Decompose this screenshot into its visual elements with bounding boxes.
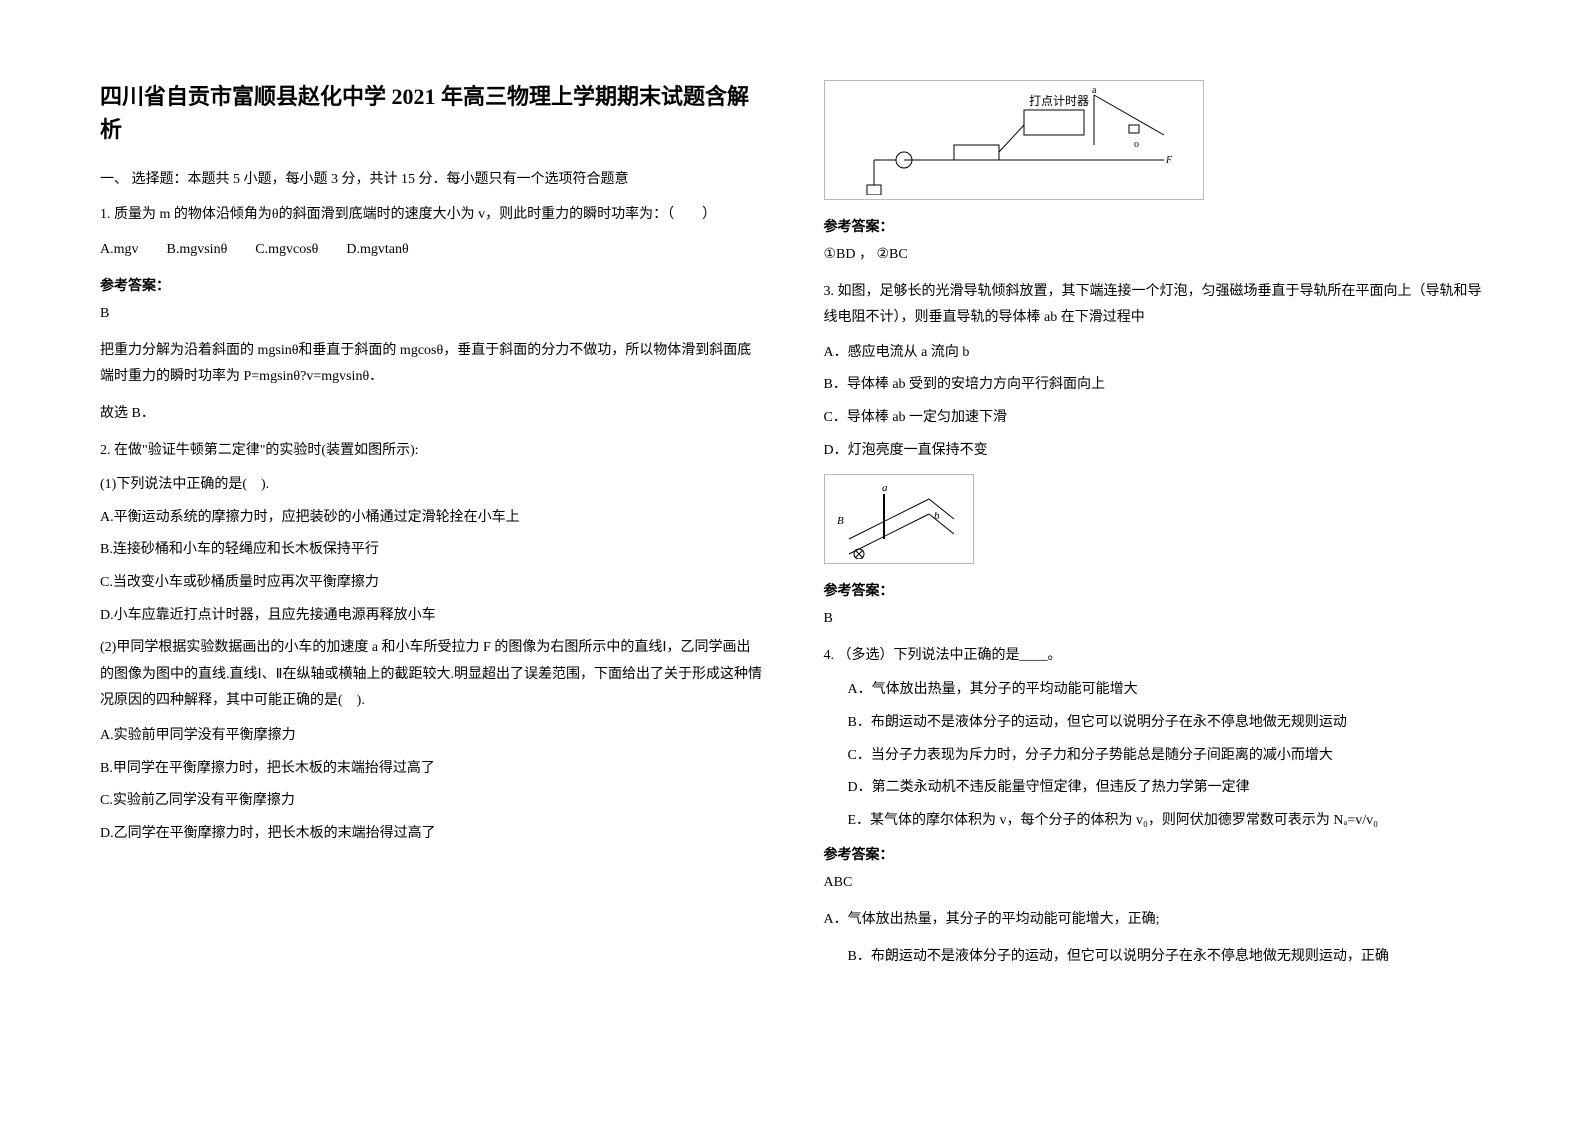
q4-exp-b: B．布朗运动不是液体分子的运动，但它可以说明分子在永不停息地做无规则运动，正确 <box>824 944 1488 971</box>
q2-sub2: (2)甲同学根据实验数据画出的小车的加速度 a 和小车所受拉力 F 的图像为右图… <box>100 635 764 715</box>
q2-opt-d2: D.乙同学在平衡摩擦力时，把长木板的末端抬得过高了 <box>100 821 764 848</box>
q4-opt-b: B．布朗运动不是液体分子的运动，但它可以说明分子在永不停息地做无规则运动 <box>824 710 1488 737</box>
q3-opt-c: C．导体棒 ab 一定匀加速下滑 <box>824 405 1488 432</box>
q2-opt-c: C.当改变小车或砂桶质量时应再次平衡摩擦力 <box>100 570 764 597</box>
q4-stem: 4. （多选）下列说法中正确的是____。 <box>824 643 1488 670</box>
q4-answer: ABC <box>824 870 1488 897</box>
q2-sub1: (1)下列说法中正确的是( ). <box>100 472 764 499</box>
q3-answer-label: 参考答案： <box>824 580 1488 600</box>
page-title: 四川省自贡市富顺县赵化中学 2021 年高三物理上学期期末试题含解析 <box>100 80 764 146</box>
q2-figure: 打点计时器 a F o <box>824 80 1204 200</box>
q4-opt-c: C．当分子力表现为斥力时，分子力和分子势能总是随分子间距离的减小而增大 <box>824 743 1488 770</box>
q1-answer-end: 故选 B． <box>100 401 764 428</box>
q1-stem: 1. 质量为 m 的物体沿倾角为θ的斜面滑到底端时的速度大小为 v，则此时重力的… <box>100 202 764 229</box>
q2-opt-a: A.平衡运动系统的摩擦力时，应把装砂的小桶通过定滑轮拴在小车上 <box>100 505 764 532</box>
apparatus-diagram-icon: 打点计时器 a F o <box>834 85 1194 195</box>
q2-opt-d: D.小车应靠近打点计时器，且应先接通电源再释放小车 <box>100 603 764 630</box>
svg-text:o: o <box>1134 139 1139 150</box>
q2-opt-a2: A.实验前甲同学没有平衡摩擦力 <box>100 723 764 750</box>
q1-answer-label: 参考答案： <box>100 275 764 295</box>
q3-opt-a: A．感应电流从 a 流向 b <box>824 340 1488 367</box>
q2-answer-label: 参考答案： <box>824 216 1488 236</box>
q4-opt-e: E．某气体的摩尔体积为 v，每个分子的体积为 v₀，则阿伏加德罗常数可表示为 N… <box>824 808 1488 835</box>
svg-text:a: a <box>882 482 888 494</box>
section-heading: 一、 选择题：本题共 5 小题，每小题 3 分，共计 15 分．每小题只有一个选… <box>100 168 764 188</box>
svg-text:F: F <box>1165 155 1173 166</box>
q2-opt-b2: B.甲同学在平衡摩擦力时，把长木板的末端抬得过高了 <box>100 756 764 783</box>
q3-answer: B <box>824 606 1488 633</box>
q2-opt-c2: C.实验前乙同学没有平衡摩擦力 <box>100 788 764 815</box>
svg-text:a: a <box>1092 85 1097 96</box>
rail-diagram-icon: a b B <box>829 479 969 559</box>
q2-opt-b: B.连接砂桶和小车的轻绳应和长木板保持平行 <box>100 537 764 564</box>
q4-opt-a: A．气体放出热量，其分子的平均动能可能增大 <box>824 677 1488 704</box>
q3-opt-b: B．导体棒 ab 受到的安培力方向平行斜面向上 <box>824 372 1488 399</box>
q3-opt-d: D．灯泡亮度一直保持不变 <box>824 438 1488 465</box>
q2-stem: 2. 在做"验证牛顿第二定律"的实验时(装置如图所示): <box>100 438 764 465</box>
right-column: 打点计时器 a F o 参考答案： ①BD ， ②BC 3. 如图，足够长的光滑… <box>794 80 1488 1082</box>
q4-exp-a: A．气体放出热量，其分子的平均动能可能增大，正确; <box>824 907 1488 934</box>
q3-stem: 3. 如图，足够长的光滑导轨倾斜放置，其下端连接一个灯泡，匀强磁场垂直于导轨所在… <box>824 279 1488 332</box>
q2-answer: ①BD ， ②BC <box>824 242 1488 269</box>
q1-options: A.mgv B.mgvsinθ C.mgvcosθ D.mgvtanθ <box>100 237 764 264</box>
left-column: 四川省自贡市富顺县赵化中学 2021 年高三物理上学期期末试题含解析 一、 选择… <box>100 80 794 1082</box>
svg-text:B: B <box>837 515 844 527</box>
q1-answer-text: 把重力分解为沿着斜面的 mgsinθ和垂直于斜面的 mgcosθ，垂直于斜面的分… <box>100 338 764 391</box>
q4-opt-d: D．第二类永动机不违反能量守恒定律，但违反了热力学第一定律 <box>824 775 1488 802</box>
timer-label: 打点计时器 <box>1029 94 1089 108</box>
q4-answer-label: 参考答案： <box>824 844 1488 864</box>
q1-answer-letter: B <box>100 301 764 328</box>
q3-figure: a b B <box>824 474 974 564</box>
